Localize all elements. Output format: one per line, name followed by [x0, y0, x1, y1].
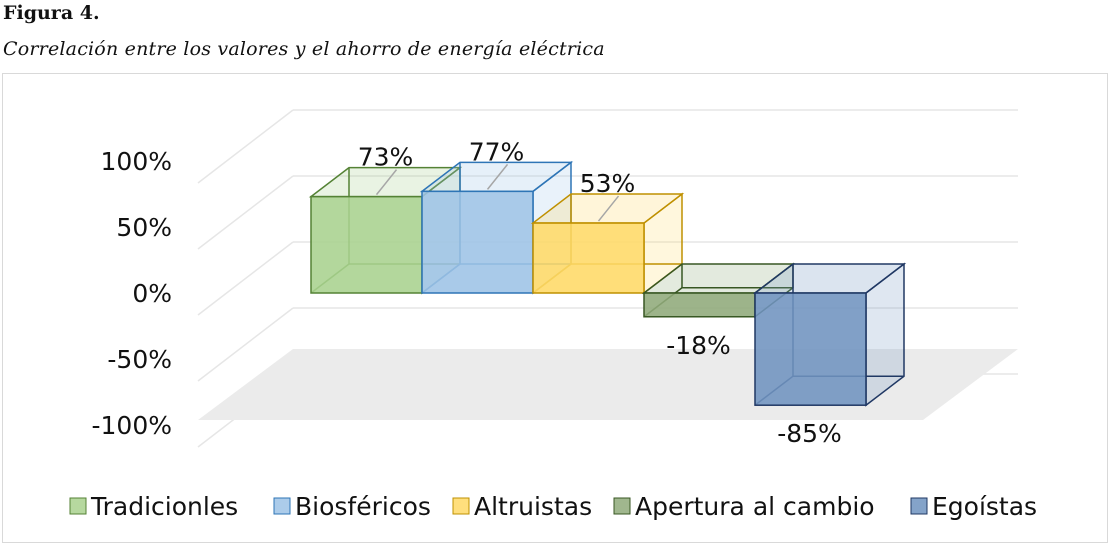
data-label-egoistas: -85%: [777, 419, 842, 448]
bar-egoistas: [754, 292, 867, 406]
legend-swatch-apertura-al-cambio: [613, 497, 631, 515]
chart-frame: [2, 73, 1108, 543]
gridline-side-0: [197, 109, 294, 184]
y-tick-label: 50%: [116, 213, 172, 242]
legend-swatch-biosfericos: [273, 497, 291, 515]
data-label-altruistas: 53%: [580, 169, 636, 198]
legend-label-egoistas: Egoístas: [932, 492, 1037, 521]
data-label-biosfericos: 77%: [469, 137, 525, 166]
gridline-side-2: [197, 241, 294, 316]
data-label-tradicionles: 73%: [358, 143, 414, 172]
data-label-leader: [375, 169, 398, 196]
legend-swatch-altruistas: [452, 497, 470, 515]
legend-label-altruistas: Altruistas: [474, 492, 592, 521]
legend-label-biosfericos: Biosféricos: [295, 492, 431, 521]
data-label-leader: [597, 195, 620, 222]
bar-apertura-al-cambio: [643, 292, 756, 318]
y-tick-label: -50%: [107, 345, 172, 374]
bar-tradicionles: [310, 195, 423, 294]
bar-altruistas: [532, 222, 645, 294]
gridline-side-1: [197, 175, 294, 250]
bar-biosfericos: [421, 190, 534, 294]
legend-label-tradicionles: Tradicionles: [90, 492, 238, 521]
y-tick-label: 100%: [101, 147, 172, 176]
figure-caption: Correlación entre los valores y el ahorr…: [3, 38, 605, 60]
y-tick-label: 0%: [132, 279, 172, 308]
y-tick-label: -100%: [92, 411, 173, 440]
legend-label-apertura-al-cambio: Apertura al cambio: [635, 492, 875, 521]
legend-swatch-tradicionles: [69, 497, 87, 515]
data-label-apertura-al-cambio: -18%: [666, 331, 731, 360]
data-label-leader: [486, 163, 509, 190]
gridline-side-3: [197, 307, 294, 382]
legend-swatch-egoistas: [910, 497, 928, 515]
figure-label: Figura 4.: [3, 2, 100, 24]
